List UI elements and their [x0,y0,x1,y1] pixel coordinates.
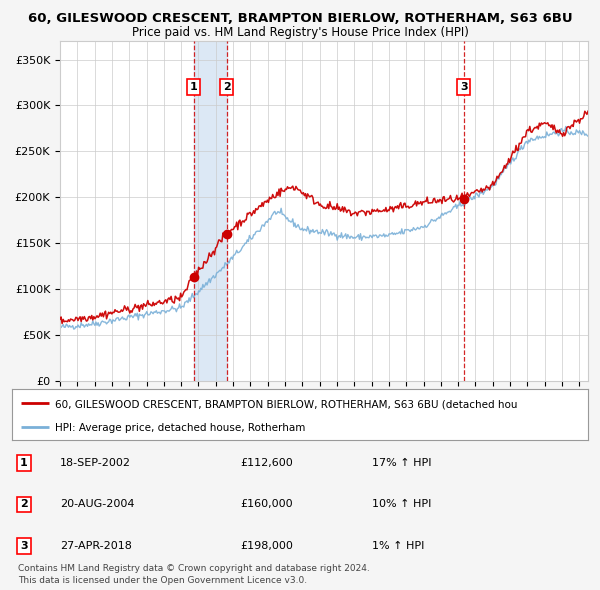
Text: 18-SEP-2002: 18-SEP-2002 [60,458,131,468]
Text: 1: 1 [20,458,28,468]
Text: HPI: Average price, detached house, Rotherham: HPI: Average price, detached house, Roth… [55,423,305,433]
Text: £112,600: £112,600 [240,458,293,468]
Text: 1: 1 [190,82,197,92]
Text: 2: 2 [20,500,28,509]
Text: 1% ↑ HPI: 1% ↑ HPI [372,541,424,550]
Text: 10% ↑ HPI: 10% ↑ HPI [372,500,431,509]
Text: 27-APR-2018: 27-APR-2018 [60,541,132,550]
Text: 2: 2 [223,82,230,92]
Text: 3: 3 [20,541,28,550]
Text: 20-AUG-2004: 20-AUG-2004 [60,500,134,509]
Text: Contains HM Land Registry data © Crown copyright and database right 2024.: Contains HM Land Registry data © Crown c… [18,563,370,572]
Text: £198,000: £198,000 [240,541,293,550]
Text: 60, GILESWOOD CRESCENT, BRAMPTON BIERLOW, ROTHERHAM, S63 6BU: 60, GILESWOOD CRESCENT, BRAMPTON BIERLOW… [28,12,572,25]
Text: 17% ↑ HPI: 17% ↑ HPI [372,458,431,468]
Text: £160,000: £160,000 [240,500,293,509]
Text: 60, GILESWOOD CRESCENT, BRAMPTON BIERLOW, ROTHERHAM, S63 6BU (detached hou: 60, GILESWOOD CRESCENT, BRAMPTON BIERLOW… [55,399,518,409]
Text: This data is licensed under the Open Government Licence v3.0.: This data is licensed under the Open Gov… [18,576,307,585]
Text: Price paid vs. HM Land Registry's House Price Index (HPI): Price paid vs. HM Land Registry's House … [131,26,469,39]
Text: 3: 3 [460,82,467,92]
Bar [194,41,227,381]
